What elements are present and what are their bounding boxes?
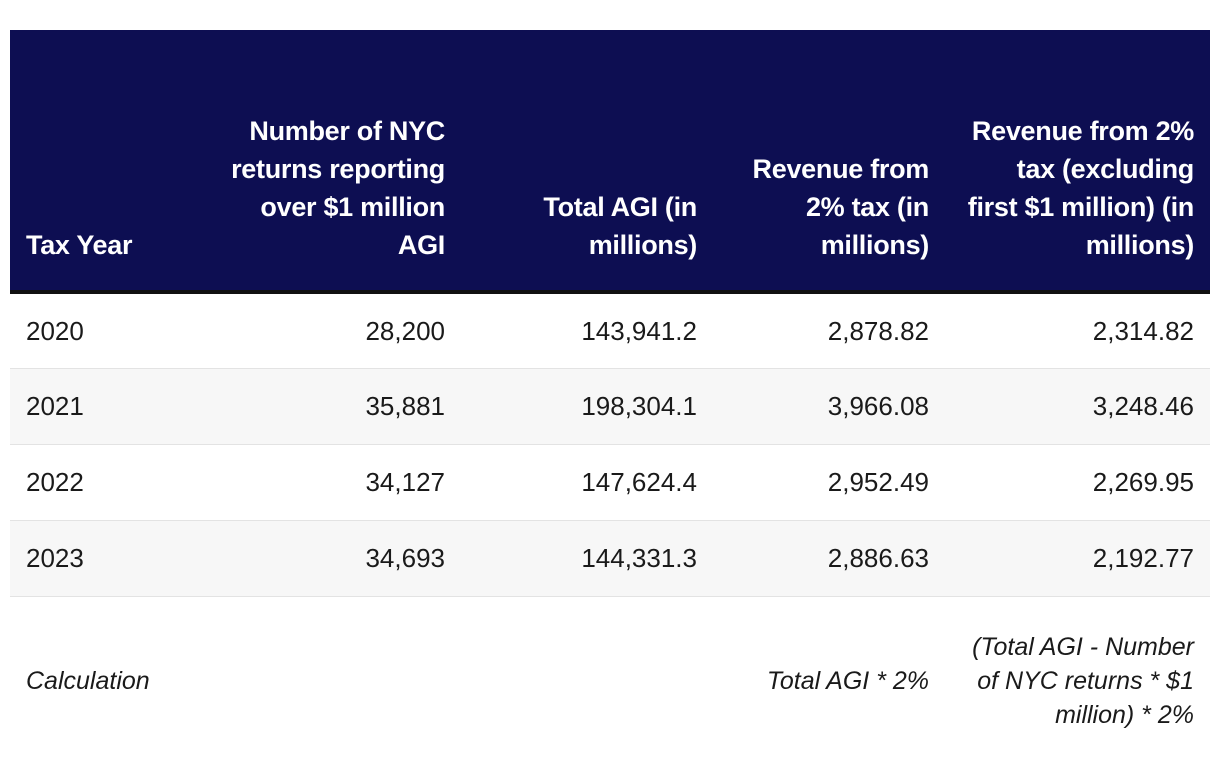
header-row: Tax Year Number of NYC returns reporting… [10, 30, 1210, 294]
header-revenue-2pct: Revenue from 2% tax (in millions) [713, 30, 945, 294]
cell-revenue-2pct-excluding: 3,248.46 [945, 368, 1210, 445]
table-row: 2020 28,200 143,941.2 2,878.82 2,314.82 [10, 292, 1210, 369]
cell-total-agi: 198,304.1 [461, 368, 713, 445]
cell-revenue-2pct-excluding: 2,314.82 [945, 292, 1210, 369]
cell-tax-year: 2023 [10, 520, 209, 597]
table-body: 2020 28,200 143,941.2 2,878.82 2,314.82 … [10, 292, 1210, 766]
tax-revenue-table-container: Tax Year Number of NYC returns reporting… [10, 30, 1210, 766]
cell-total-agi: 143,941.2 [461, 292, 713, 369]
header-revenue-2pct-excluding: Revenue from 2% tax (excluding first $1 … [945, 30, 1210, 294]
table-row: 2023 34,693 144,331.3 2,886.63 2,192.77 [10, 520, 1210, 597]
cell-number-of-returns: 34,693 [209, 520, 461, 597]
calculation-row: Calculation Total AGI * 2% (Total AGI - … [10, 596, 1210, 766]
cell-revenue-2pct: 3,966.08 [713, 368, 945, 445]
table-header: Tax Year Number of NYC returns reporting… [10, 30, 1210, 294]
calculation-revenue-2pct-excluding-formula: (Total AGI - Number of NYC returns * $1 … [972, 633, 1194, 730]
calculation-cell-empty [209, 596, 461, 766]
cell-revenue-2pct-excluding: 2,269.95 [945, 444, 1210, 521]
table-row: 2021 35,881 198,304.1 3,966.08 3,248.46 [10, 368, 1210, 445]
calculation-revenue-2pct-formula: Total AGI * 2% [766, 667, 929, 696]
cell-total-agi: 144,331.3 [461, 520, 713, 597]
cell-number-of-returns: 35,881 [209, 368, 461, 445]
cell-tax-year: 2021 [10, 368, 209, 445]
tax-revenue-table: Tax Year Number of NYC returns reporting… [10, 30, 1210, 766]
cell-revenue-2pct: 2,952.49 [713, 444, 945, 521]
calculation-label: Calculation [26, 667, 150, 696]
cell-number-of-returns: 28,200 [209, 292, 461, 369]
header-total-agi: Total AGI (in millions) [461, 30, 713, 294]
calculation-cell-empty [461, 596, 713, 766]
header-tax-year: Tax Year [10, 30, 209, 294]
cell-number-of-returns: 34,127 [209, 444, 461, 521]
cell-revenue-2pct-excluding: 2,192.77 [945, 520, 1210, 597]
cell-tax-year: 2022 [10, 444, 209, 521]
header-number-of-returns: Number of NYC returns reporting over $1 … [209, 30, 461, 294]
cell-revenue-2pct: 2,886.63 [713, 520, 945, 597]
cell-tax-year: 2020 [10, 292, 209, 369]
cell-total-agi: 147,624.4 [461, 444, 713, 521]
table-row: 2022 34,127 147,624.4 2,952.49 2,269.95 [10, 444, 1210, 521]
cell-revenue-2pct: 2,878.82 [713, 292, 945, 369]
